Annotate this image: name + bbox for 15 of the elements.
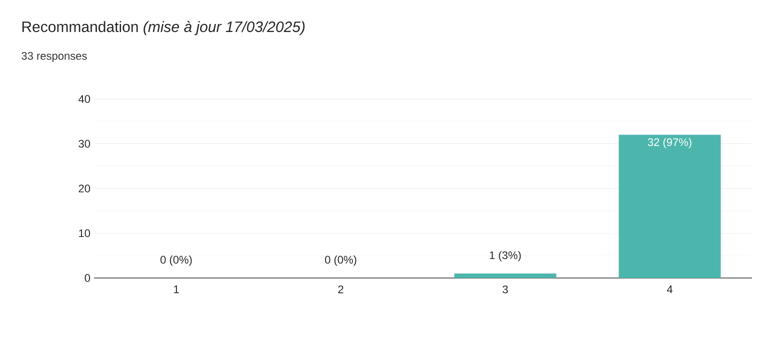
x-tick-label: 1 (174, 286, 179, 294)
y-tick-label: 0 (84, 274, 90, 282)
x-tick-label: 4 (666, 286, 672, 294)
data-label: 32 (97%) (648, 138, 692, 148)
data-label: 1 (3%) (490, 251, 521, 262)
y-tick-label: 20 (78, 184, 90, 192)
x-tick-label: 2 (338, 286, 344, 294)
x-tick-label: 3 (502, 286, 508, 294)
y-tick-label: 40 (78, 95, 90, 103)
y-tick-label: 10 (79, 229, 90, 238)
data-label: 0 (0%) (324, 256, 356, 266)
y-tick-label: 30 (78, 140, 90, 148)
data-label: 0 (0%) (160, 256, 192, 266)
chart-title: Recommandation (mise à jour 17/03/2025) (22, 20, 305, 36)
chart-subtitle: 33 responses (22, 52, 87, 62)
